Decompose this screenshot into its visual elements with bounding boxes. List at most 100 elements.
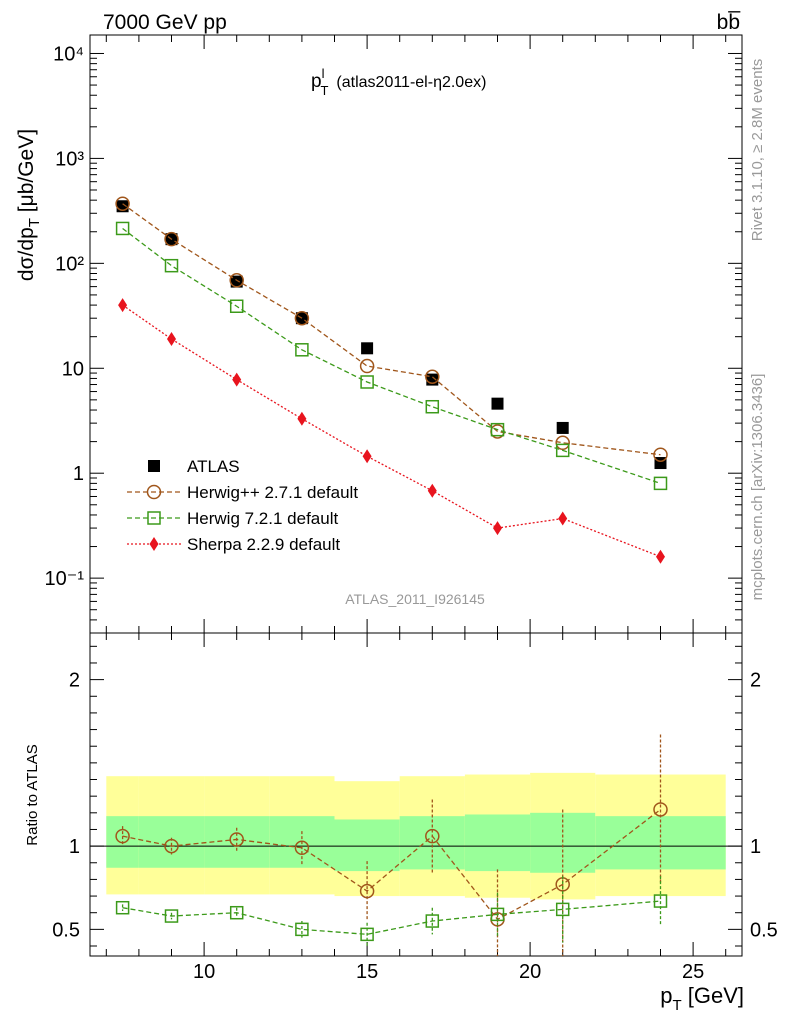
data-point [555,435,570,451]
y-tick-label-ratio-right: 2 [750,670,761,692]
legend-entry-1: Herwig++ 2.7.1 default [127,483,358,502]
data-point [425,369,440,385]
data-point [297,411,307,426]
data-point [164,231,179,247]
series-main-0 [116,200,667,470]
data-point [115,828,130,844]
main-title-rest: (atlas2011-el-η2.0ex) [336,74,486,91]
legend-entry-2: Herwig 7.2.1 default [127,509,338,528]
legend-label: Sherpa 2.2.9 default [187,535,340,554]
data-point [653,447,668,462]
data-point [360,927,374,942]
data-point [653,476,668,491]
data-point [427,483,437,498]
side-label-mcplots: mcplots.cern.ch [arXiv:1306.3436] [749,374,766,601]
y-tick-label-main: 10² [55,253,84,275]
data-point [118,298,128,313]
legend-marker [147,511,161,525]
legend-marker [148,460,160,472]
data-point [229,272,244,288]
legend-entry-3: Sherpa 2.2.9 default [127,535,340,554]
series-main-3 [118,298,665,564]
series-line [122,808,661,921]
data-point [359,883,375,899]
series-line [122,900,661,936]
ratio-band-inner [464,814,531,872]
y-tick-label-ratio: 1 [69,836,80,858]
ratio-uncertainty-bands [90,772,742,900]
data-point [490,422,505,437]
data-point [425,828,440,844]
main-title-var: p [311,71,322,92]
data-point [164,909,179,923]
data-point [360,375,374,389]
x-axis-label: pT [GeV] [660,983,744,1014]
data-point [558,511,568,526]
data-point [490,907,505,922]
y-axis-label-ratio: Ratio to ATLAS [24,744,41,845]
data-point [232,372,242,387]
data-point [295,922,309,937]
legend-marker [149,537,159,551]
data-point [294,310,310,326]
y-tick-label-ratio-right: 1 [750,836,761,858]
analysis-label: ATLAS_2011_I926145 [345,591,485,607]
ratio-plot-frame [89,632,743,957]
y-tick-label-ratio: 0.5 [52,919,80,941]
data-point [359,358,375,374]
data-point [425,399,440,414]
y-tick-label-main: 10 [62,358,84,380]
legend: ATLAS Herwig++ 2.7.1 default Herwig 7.2.1 … [127,457,358,554]
data-point [362,449,372,464]
data-point [229,299,244,314]
data-point [653,802,668,817]
data-point [115,196,130,211]
data-point [164,838,179,854]
y-tick-label-main: 10³ [55,148,84,170]
ratio-band-inner [530,812,596,873]
series-main-2 [115,221,668,491]
data-point [491,397,504,410]
main-title: pl T (atlas2011-el-η2.0ex) [311,66,486,98]
header-process-label: bb̅ [717,11,742,34]
plot-frames [89,34,743,957]
y-axis-label-main: dσ/dpT [μb/GeV] [15,129,43,281]
series-line [122,304,661,558]
data-point [556,421,569,434]
axis-ticks: 10⁻¹ 1 10 10² 10³ 10⁴ 0.5 0.5 1 1 2 2 10 15 20 25 [45,35,778,983]
data-point [361,342,374,355]
data-point [115,900,130,915]
data-point [230,275,243,288]
data-point [295,343,309,357]
legend-label: Herwig 7.2.1 default [187,509,338,528]
y-tick-label-ratio-right: 0.5 [750,919,778,941]
main-title-sub: T [320,83,328,98]
legend-label: Herwig++ 2.7.1 default [187,483,358,502]
data-point [653,894,668,908]
x-tick-label: 10 [193,961,215,983]
y-tick-label-main: 10⁴ [53,43,84,65]
data-series [115,196,668,956]
y-tick-label-main: 1 [73,463,84,485]
series-line [122,227,661,484]
main-title-sup: l [322,66,325,81]
series-ratio-1 [115,876,668,947]
x-tick-label: 25 [682,961,704,983]
header-energy-label: 7000 GeV pp [103,11,227,34]
y-tick-label-ratio: 2 [69,670,80,692]
data-point [493,521,502,536]
data-point [229,905,244,920]
data-point [229,832,244,847]
side-label-rivet: Rivet 3.1.10, ≥ 2.8M events [749,59,766,242]
data-point [115,221,130,236]
data-point [555,443,570,458]
data-point [164,258,179,273]
data-point [425,914,440,928]
x-tick-label: 20 [519,961,541,983]
y-tick-label-main: 10⁻¹ [45,568,85,590]
x-tick-label: 15 [356,961,378,983]
series-main-1 [115,196,668,462]
legend-entry-0: ATLAS [148,457,240,476]
legend-marker [146,484,162,500]
